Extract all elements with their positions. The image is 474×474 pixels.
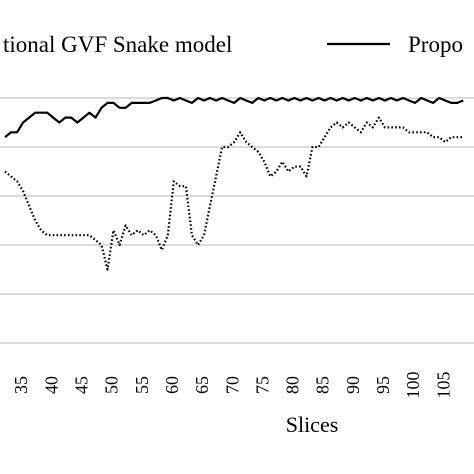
- series-lines: [4, 96, 464, 271]
- x-tick-label-45: 45: [72, 376, 92, 394]
- series-line-traditional-gvf-snake: [4, 116, 464, 271]
- series-line-proposed: [4, 96, 464, 139]
- legend-label-traditional-gvf-snake-model: tional GVF Snake model: [3, 32, 232, 57]
- x-tick-label-65: 65: [192, 376, 212, 394]
- x-tick-labels: 35 40 45 50 55 60 65 70 75 80 85 90 95 100 105: [11, 372, 453, 399]
- x-tick-label-40: 40: [41, 376, 61, 394]
- x-tick-label-55: 55: [132, 376, 152, 394]
- x-tick-label-85: 85: [313, 376, 333, 394]
- legend: tional GVF Snake model Propo: [3, 32, 463, 57]
- legend-label-proposed: Propo: [408, 32, 463, 57]
- x-tick-label-100: 100: [403, 372, 423, 399]
- x-tick-label-105: 105: [433, 372, 453, 399]
- x-tick-label-70: 70: [222, 376, 242, 394]
- x-axis-title: Slices: [286, 412, 339, 437]
- x-tick-label-50: 50: [102, 376, 122, 394]
- x-tick-label-95: 95: [373, 376, 393, 394]
- x-tick-label-90: 90: [343, 376, 363, 394]
- gridlines: [0, 97, 474, 344]
- x-tick-label-75: 75: [252, 376, 272, 394]
- x-tick-label-35: 35: [11, 376, 31, 394]
- x-tick-label-60: 60: [162, 376, 182, 394]
- x-tick-label-80: 80: [283, 376, 303, 394]
